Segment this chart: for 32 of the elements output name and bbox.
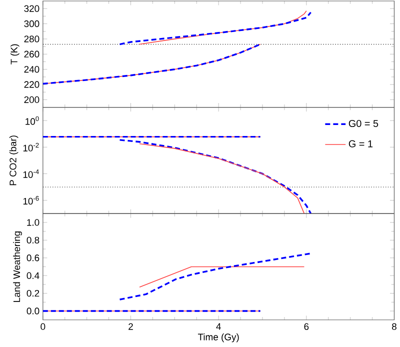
y-tick-label: 200 — [24, 96, 40, 103]
y-tick-label: 0.0 — [26, 308, 40, 314]
y-axis-title: Land Weathering — [13, 231, 22, 302]
line-series — [118, 138, 312, 214]
line-series — [118, 11, 312, 45]
x-tick-label: 0 — [40, 323, 46, 330]
x-tick-label: 6 — [304, 323, 309, 330]
y-tick-label: 10$^{-6}$ — [23, 196, 39, 204]
y-tick-label: 0.2 — [26, 290, 40, 296]
y-tick-label: 1.0 — [27, 218, 40, 226]
line-series — [139, 143, 305, 214]
legend-label: G = 1 — [348, 140, 373, 148]
y-tick-label: 240 — [24, 66, 40, 73]
y-tick-label: 300 — [24, 20, 40, 27]
y-tick-label: 260 — [24, 50, 40, 58]
y-tick-label: 220 — [24, 81, 40, 88]
y-tick-label: 10$^{-2}$ — [23, 142, 39, 152]
x-tick-label: 4 — [216, 323, 221, 330]
x-tick-label: 2 — [128, 323, 133, 330]
y-tick-label: 0.6 — [26, 254, 40, 262]
y-tick-label: 0.4 — [26, 272, 40, 279]
y-axis-title: T (K) — [10, 44, 20, 64]
x-axis-title: Time (Gy) — [198, 333, 239, 342]
x-tick-label: 8 — [392, 323, 396, 330]
y-tick-label: 320 — [24, 5, 40, 12]
legend-label: G0 = 5 — [348, 120, 378, 127]
y-tick-label: 10$^{0}$ — [26, 116, 39, 125]
y-tick-label: 0.8 — [26, 236, 40, 244]
y-tick-label: 280 — [24, 35, 40, 42]
y-axis-title: P CO2 (bar) — [9, 135, 18, 185]
line-series — [118, 252, 312, 300]
y-tick-label: 10$^{-4}$ — [23, 169, 39, 178]
